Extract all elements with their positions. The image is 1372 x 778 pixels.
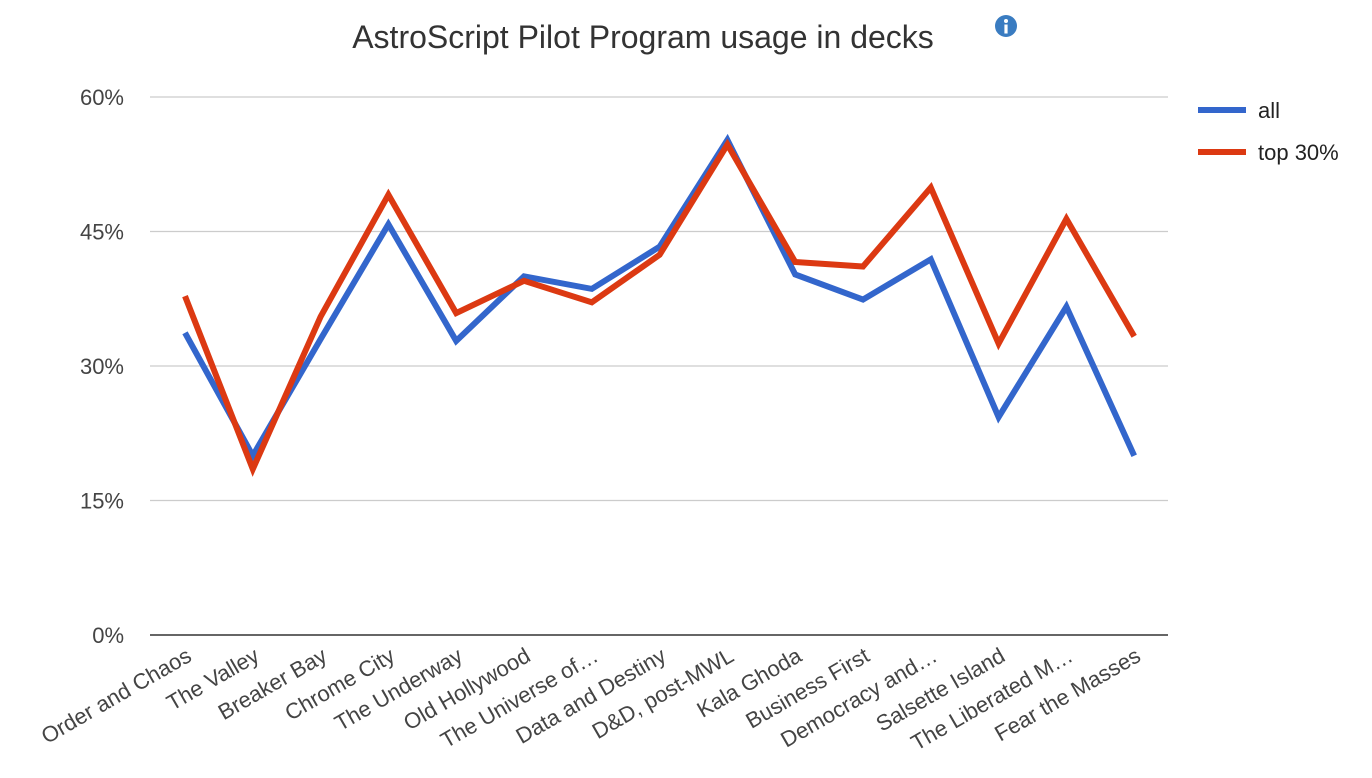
chart-title: AstroScript Pilot Program usage in decks [352, 19, 934, 55]
data-point[interactable] [453, 338, 459, 344]
data-point[interactable] [724, 142, 730, 148]
data-point[interactable] [1063, 304, 1069, 310]
data-point[interactable] [996, 341, 1002, 347]
data-point[interactable] [928, 256, 934, 262]
data-point[interactable] [385, 221, 391, 227]
data-point[interactable] [318, 314, 324, 320]
gridlines [150, 96, 1168, 502]
data-point[interactable] [318, 336, 324, 342]
series-line-1 [182, 138, 1137, 477]
legend: all top 30% [1198, 98, 1339, 165]
y-axis-ticks: 0% 15% 30% 45% 60% [80, 85, 124, 648]
data-point[interactable] [385, 192, 391, 198]
data-point[interactable] [792, 259, 798, 265]
info-icon[interactable] [995, 15, 1017, 37]
data-point[interactable] [657, 252, 663, 258]
data-point[interactable] [589, 299, 595, 305]
data-point[interactable] [996, 414, 1002, 420]
data-point[interactable] [589, 286, 595, 292]
data-point[interactable] [792, 272, 798, 278]
data-point[interactable] [1131, 333, 1137, 339]
y-tick-label: 30% [80, 354, 124, 379]
y-tick-label: 15% [80, 489, 124, 514]
legend-label: all [1258, 98, 1280, 123]
data-point[interactable] [928, 185, 934, 191]
series-lines [182, 133, 1137, 477]
legend-label: top 30% [1258, 140, 1339, 165]
data-point[interactable] [250, 466, 256, 472]
data-point[interactable] [1131, 453, 1137, 459]
y-tick-label: 0% [92, 623, 124, 648]
y-tick-label: 60% [80, 85, 124, 110]
data-point[interactable] [182, 293, 188, 299]
y-tick-label: 45% [80, 220, 124, 245]
data-point[interactable] [453, 310, 459, 316]
data-point[interactable] [1063, 216, 1069, 222]
series-line-0 [182, 133, 1137, 462]
data-point[interactable] [182, 330, 188, 336]
data-point[interactable] [521, 278, 527, 284]
data-point[interactable] [860, 297, 866, 303]
data-point[interactable] [860, 263, 866, 269]
